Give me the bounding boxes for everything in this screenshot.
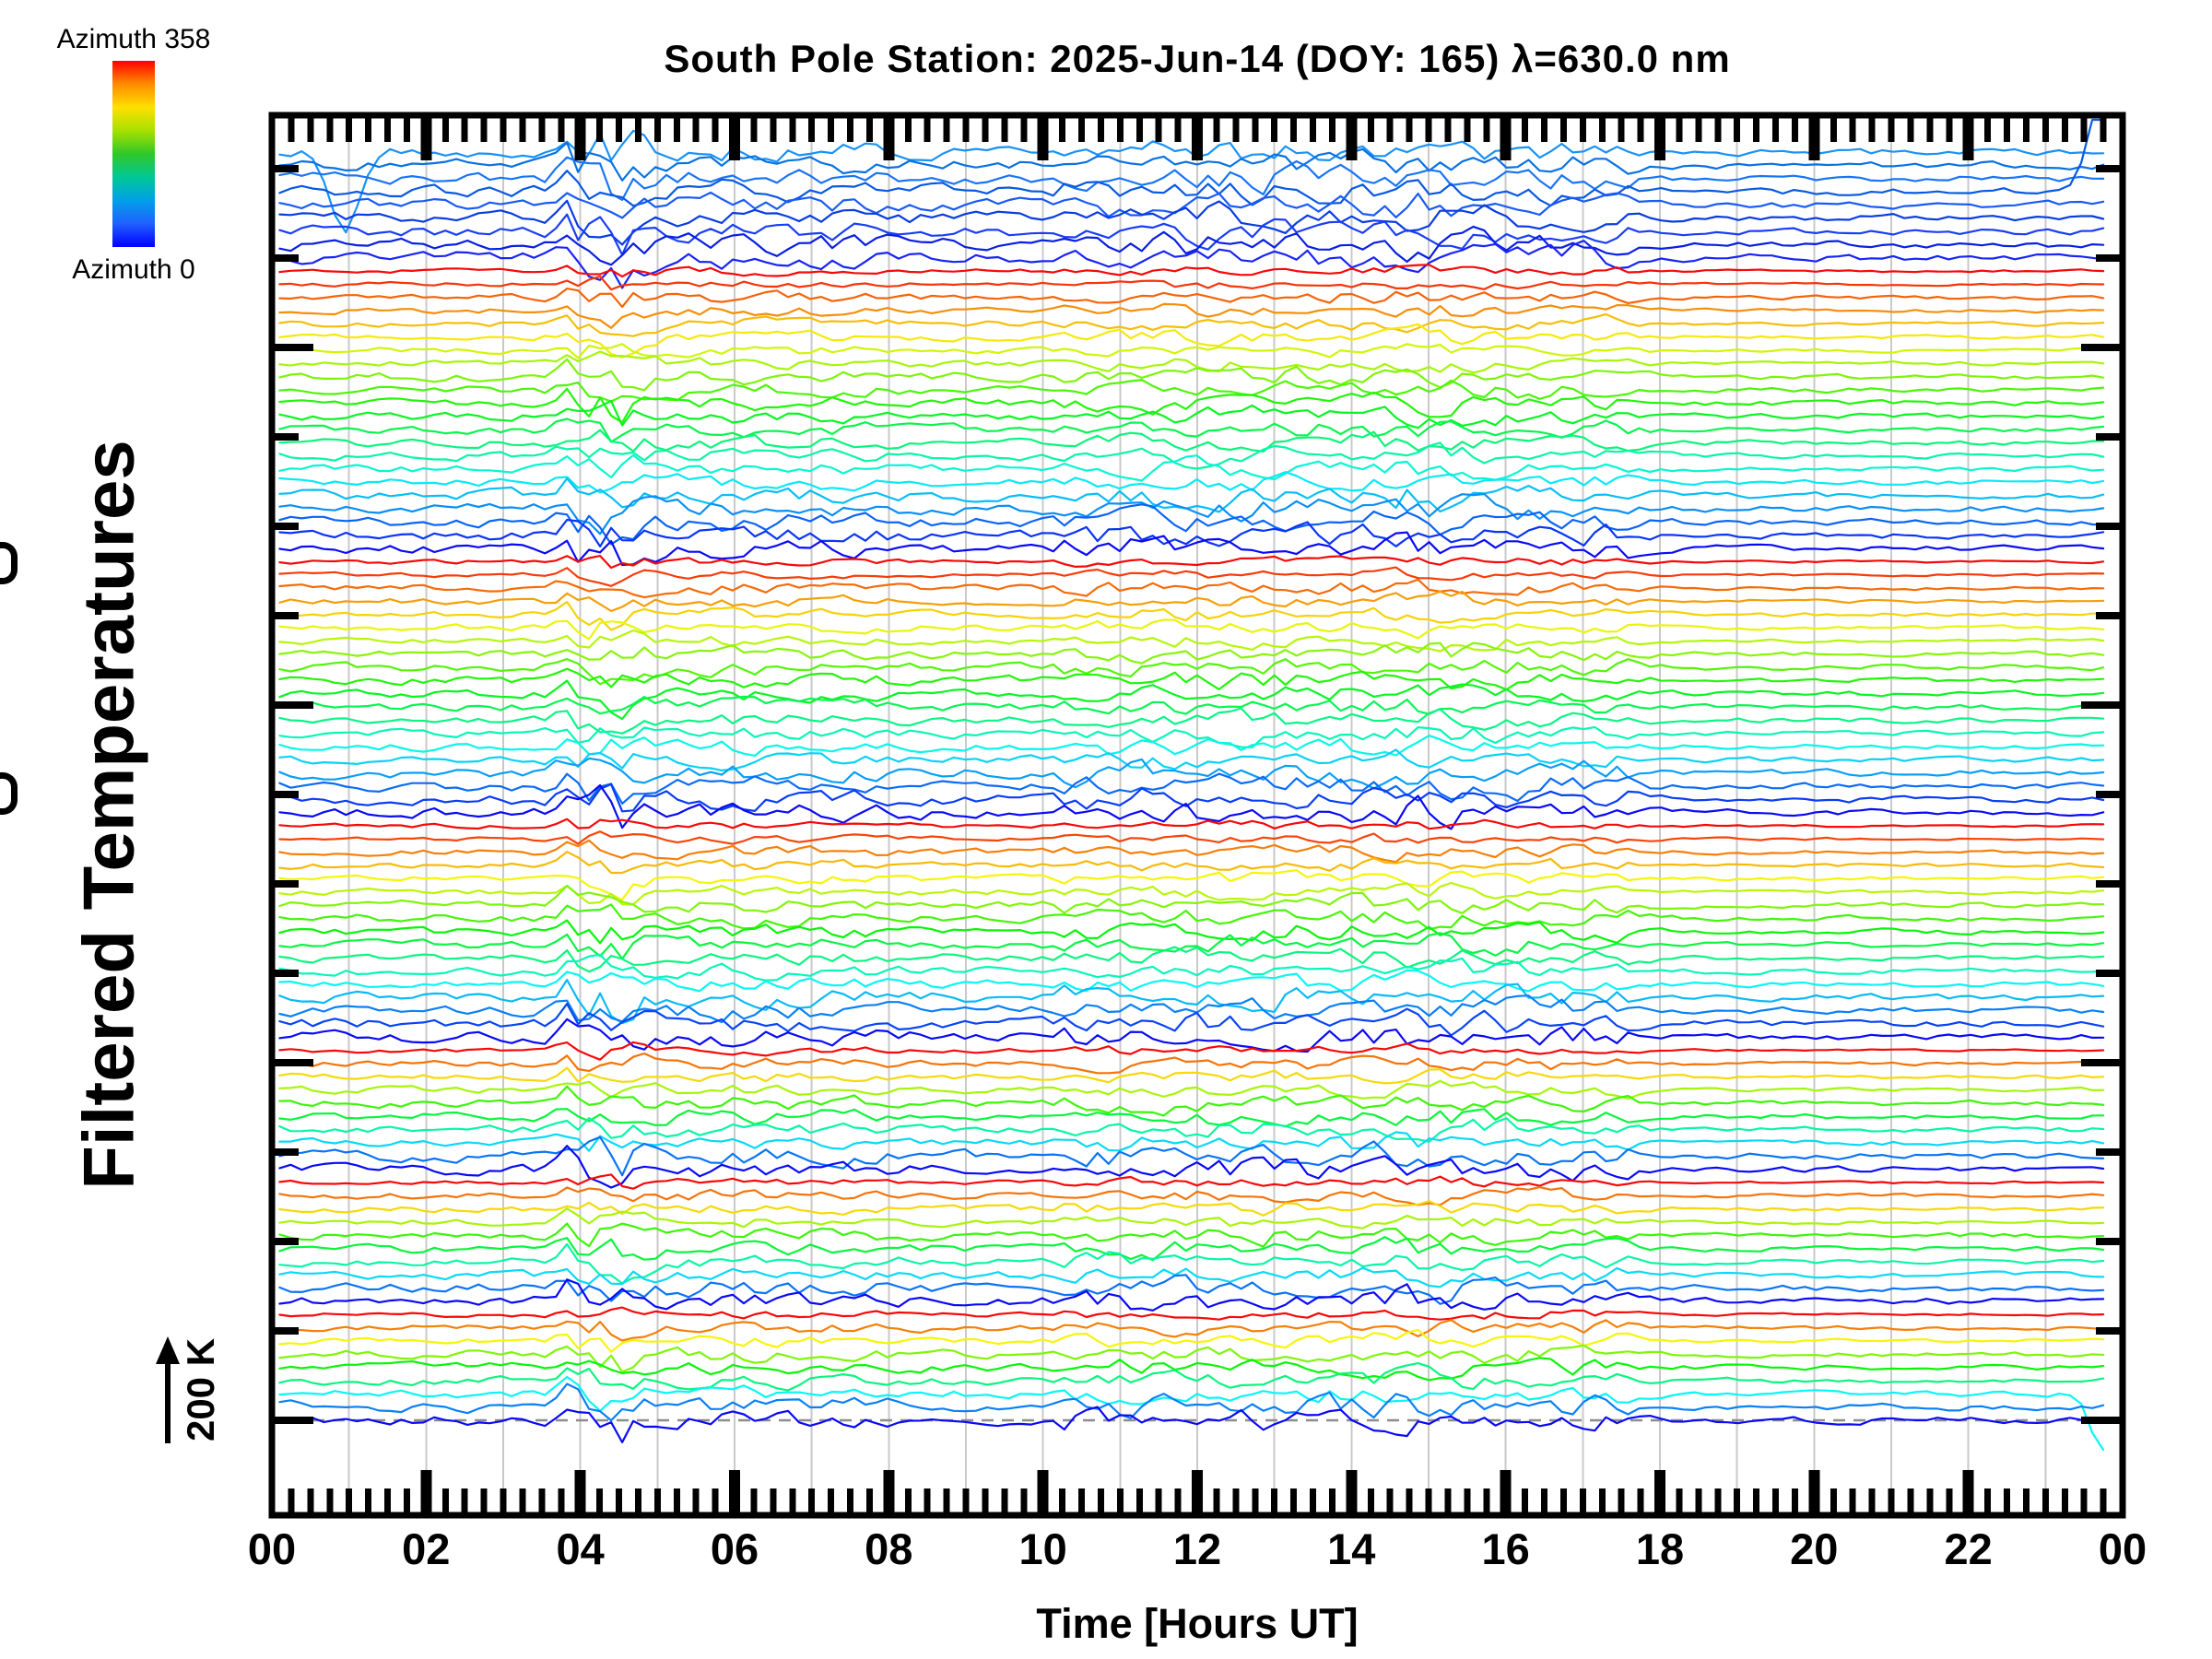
x-tick-label: 20 <box>1790 1524 1838 1573</box>
x-tick-label: 04 <box>557 1524 605 1573</box>
x-tick-label: 22 <box>1945 1524 1993 1573</box>
x-tick-label: 16 <box>1482 1524 1530 1573</box>
clipped-glyph-fragment <box>0 772 18 815</box>
plot-title: South Pole Station: 2025-Jun-14 (DOY: 16… <box>664 37 1731 80</box>
clipped-glyph-fragment <box>0 542 18 584</box>
colorbar-top-label: Azimuth 358 <box>56 24 211 54</box>
scale-annotation: 200 K <box>138 1327 249 1512</box>
scale-annotation-text: 200 K <box>179 1337 222 1442</box>
x-tick-label: 00 <box>2099 1524 2147 1573</box>
x-tick-label: 08 <box>865 1524 912 1573</box>
x-tick-label: 10 <box>1019 1524 1067 1573</box>
up-arrow-icon <box>156 1336 180 1443</box>
x-tick-label: 12 <box>1173 1524 1221 1573</box>
x-tick-label: 14 <box>1327 1524 1375 1573</box>
azimuth-colorbar <box>112 61 155 247</box>
colorbar-bottom-label: Azimuth 0 <box>72 254 195 285</box>
x-tick-label: 02 <box>402 1524 450 1573</box>
x-tick-label: 06 <box>711 1524 759 1573</box>
y-axis-label: Filtered Temperatures <box>67 440 149 1190</box>
x-tick-label: 18 <box>1636 1524 1684 1573</box>
x-axis-title: Time [Hours UT] <box>1036 1600 1359 1647</box>
x-tick-label: 00 <box>248 1524 296 1573</box>
